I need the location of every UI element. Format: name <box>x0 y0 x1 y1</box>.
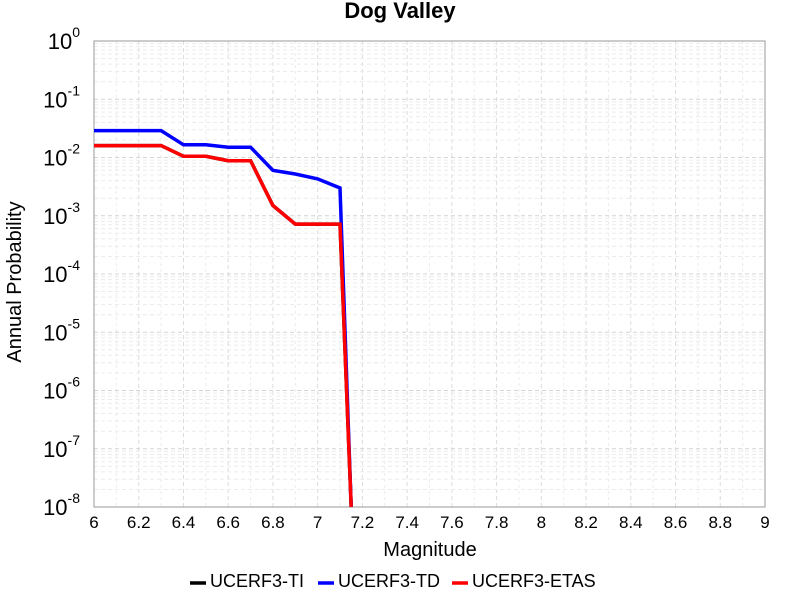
x-tick-label: 9 <box>760 513 769 532</box>
x-tick-label: 7.6 <box>440 513 464 532</box>
x-tick-label: 8 <box>537 513 546 532</box>
y-tick-label: 10-4 <box>43 257 80 287</box>
y-tick-label: 10-7 <box>43 432 80 462</box>
x-tick-label: 6 <box>89 513 98 532</box>
x-axis-ticks: 6 6.2 6.4 6.6 6.8 7 7.2 7.4 7.6 7.8 8 8.2 8.4 8.6 8.8 9 <box>89 513 769 532</box>
y-tick-label: 10-2 <box>43 141 80 171</box>
x-tick-label: 7.8 <box>485 513 509 532</box>
grid <box>93 41 766 508</box>
x-tick-label: 6.2 <box>127 513 151 532</box>
y-tick-label: 10-8 <box>43 490 80 520</box>
x-tick-label: 7.4 <box>395 513 419 532</box>
x-tick-label: 8.4 <box>619 513 643 532</box>
chart-title: Dog Valley <box>344 0 456 23</box>
y-tick-label: 10-5 <box>43 315 80 345</box>
x-tick-label: 7.2 <box>351 513 375 532</box>
series-lines <box>94 128 353 508</box>
legend: UCERF3-TI UCERF3-TD UCERF3-ETAS <box>190 571 596 591</box>
x-axis-label: Magnitude <box>383 539 476 561</box>
plot-area-frame <box>93 40 766 508</box>
x-tick-label: 6.4 <box>172 513 196 532</box>
x-tick-label: 8.6 <box>664 513 688 532</box>
x-tick-label: 8.8 <box>708 513 732 532</box>
y-axis-ticks: 100 10-1 10-2 10-3 10-4 10-5 10-6 10-7 10-8 <box>43 24 80 520</box>
y-tick-label: 10-3 <box>43 199 80 229</box>
legend-label: UCERF3-ETAS <box>472 571 596 591</box>
x-tick-label: 7 <box>313 513 322 532</box>
series-line-ucerf3-etas <box>94 143 353 508</box>
y-axis-label: Annual Probability <box>4 201 26 362</box>
x-tick-label: 6.8 <box>261 513 285 532</box>
legend-label: UCERF3-TD <box>338 571 440 591</box>
legend-label: UCERF3-TI <box>210 571 304 591</box>
y-tick-label: 10-6 <box>43 374 80 404</box>
series-line-ucerf3-ti <box>94 143 353 508</box>
x-tick-label: 8.2 <box>574 513 598 532</box>
x-tick-label: 6.6 <box>216 513 240 532</box>
y-tick-label: 100 <box>48 24 80 54</box>
y-tick-label: 10-1 <box>43 82 80 112</box>
series-line-ucerf3-td <box>94 128 353 508</box>
